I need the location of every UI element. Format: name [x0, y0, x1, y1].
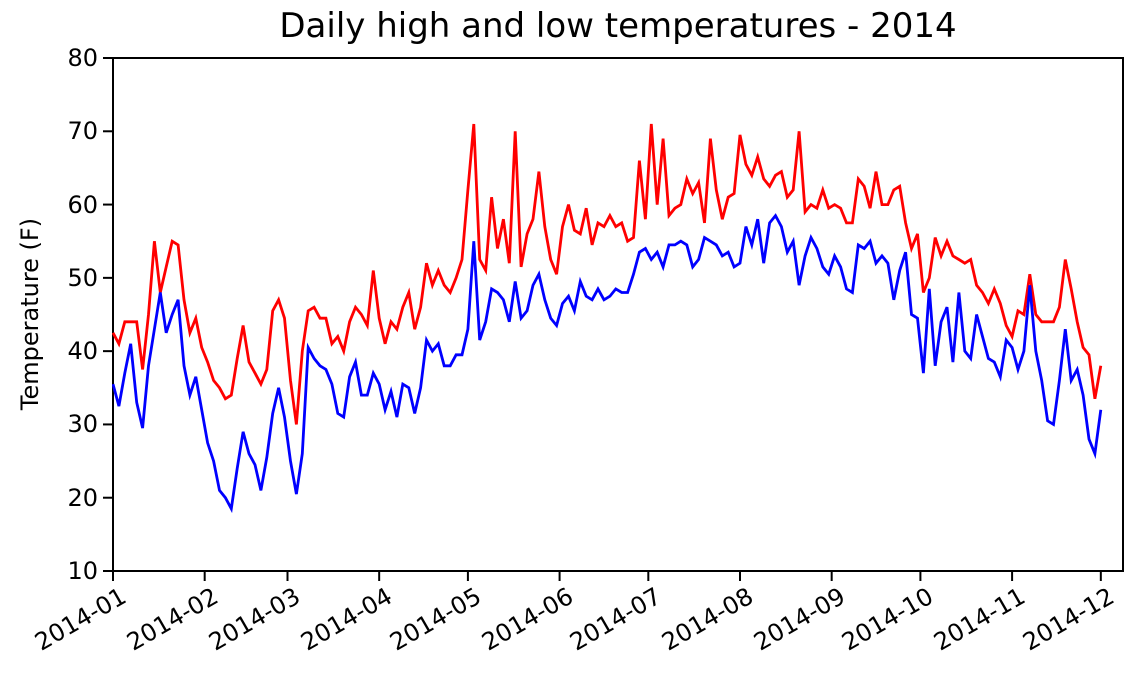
y-tick-label: 20 — [67, 483, 98, 512]
y-tick-label: 80 — [67, 44, 98, 72]
y-tick-label: 50 — [67, 263, 98, 292]
y-tick-label: 60 — [67, 190, 98, 219]
daily-low-line — [112, 213, 1103, 514]
daily-high-line — [112, 123, 1103, 425]
y-tick-label: 40 — [67, 337, 98, 366]
y-tick-label: 70 — [67, 117, 98, 146]
chart-title: Daily high and low temperatures - 2014 — [279, 6, 957, 46]
y-tick-label: 30 — [67, 410, 98, 439]
y-tick-label: 10 — [67, 557, 98, 585]
axes-spines — [112, 57, 1124, 572]
